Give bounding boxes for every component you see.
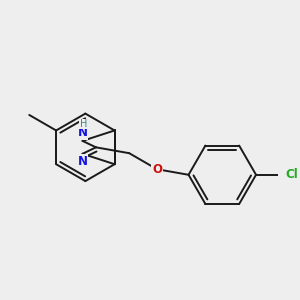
Text: O: O (152, 163, 162, 176)
Text: N: N (77, 155, 88, 168)
Text: H: H (80, 119, 87, 129)
Text: Cl: Cl (286, 168, 298, 181)
Text: N: N (77, 126, 88, 140)
